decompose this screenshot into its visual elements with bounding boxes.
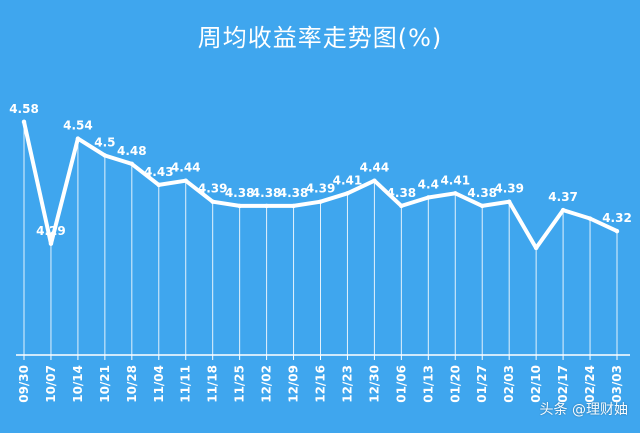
data-label: 4.32: [602, 211, 632, 225]
data-point: [560, 207, 566, 213]
x-tick-label: 12/16: [314, 365, 328, 403]
data-label: 4.38: [387, 186, 417, 200]
data-point: [345, 191, 350, 196]
data-point: [237, 203, 242, 209]
data-point: [399, 203, 404, 209]
x-tick-label: 11/25: [233, 365, 247, 403]
x-tick-label: 02/17: [556, 365, 570, 403]
x-tick-label: 10/21: [98, 365, 112, 403]
data-point: [21, 119, 27, 125]
x-tick-label: 01/27: [475, 365, 489, 403]
data-label: 4.39: [198, 182, 228, 196]
x-tick-label: 09/30: [17, 365, 31, 403]
data-point: [156, 182, 161, 188]
data-label: 4.37: [548, 190, 578, 204]
data-label: 4.29: [36, 224, 66, 238]
x-tick-label: 11/18: [206, 365, 220, 403]
chart-title: 周均收益率走势图(%): [197, 24, 443, 52]
x-tick-label: 12/02: [260, 365, 274, 403]
data-label: 4.38: [279, 186, 309, 200]
watermark: 头条 @理财妯: [539, 402, 628, 418]
x-tick-label: 12/30: [367, 365, 381, 403]
x-tick-label: 11/04: [152, 365, 166, 403]
x-tick-label: 02/03: [502, 365, 516, 403]
data-point: [587, 216, 593, 221]
data-point: [48, 241, 54, 246]
x-tick-label: 01/13: [421, 365, 435, 403]
data-label: 4.54: [63, 119, 93, 133]
data-point: [75, 136, 81, 141]
x-tick-label: 02/10: [529, 365, 543, 403]
data-point: [506, 199, 512, 204]
data-label: 4.44: [360, 161, 390, 175]
data-point: [129, 161, 135, 167]
data-point: [480, 203, 485, 209]
data-point: [614, 228, 620, 234]
x-tick-label: 01/06: [394, 365, 408, 403]
data-label: 4.44: [171, 161, 201, 175]
x-tick-label: 12/09: [287, 365, 301, 403]
x-tick-label: 10/28: [125, 365, 139, 403]
data-label: 4.43: [144, 165, 174, 179]
x-tick-label: 10/14: [71, 365, 85, 403]
data-point: [210, 199, 215, 204]
data-point: [102, 153, 108, 158]
data-point: [453, 191, 458, 196]
data-label: 4.38: [252, 186, 282, 200]
data-label: 4.38: [225, 186, 255, 200]
x-tick-label: 12/23: [340, 365, 354, 403]
data-label: 4.38: [467, 186, 497, 200]
x-tick-label: 01/20: [448, 365, 462, 403]
data-point: [372, 178, 377, 183]
data-point: [291, 203, 296, 209]
x-tick-label: 02/24: [583, 365, 597, 403]
data-point: [318, 199, 323, 204]
x-tick-label: 03/03: [610, 365, 624, 403]
data-point: [183, 178, 188, 183]
data-point: [264, 203, 269, 209]
data-label: 4.4: [418, 178, 439, 192]
data-label: 4.41: [333, 173, 363, 187]
data-label: 4.58: [9, 102, 39, 116]
data-label: 4.39: [306, 182, 336, 196]
data-label: 4.41: [440, 173, 470, 187]
data-label: 4.39: [494, 182, 524, 196]
data-label: 4.48: [117, 144, 147, 158]
data-point: [426, 195, 431, 200]
x-tick-label: 10/07: [44, 365, 58, 403]
data-label: 4.5: [94, 135, 115, 149]
data-point: [533, 245, 539, 251]
x-tick-label: 11/11: [179, 365, 193, 403]
